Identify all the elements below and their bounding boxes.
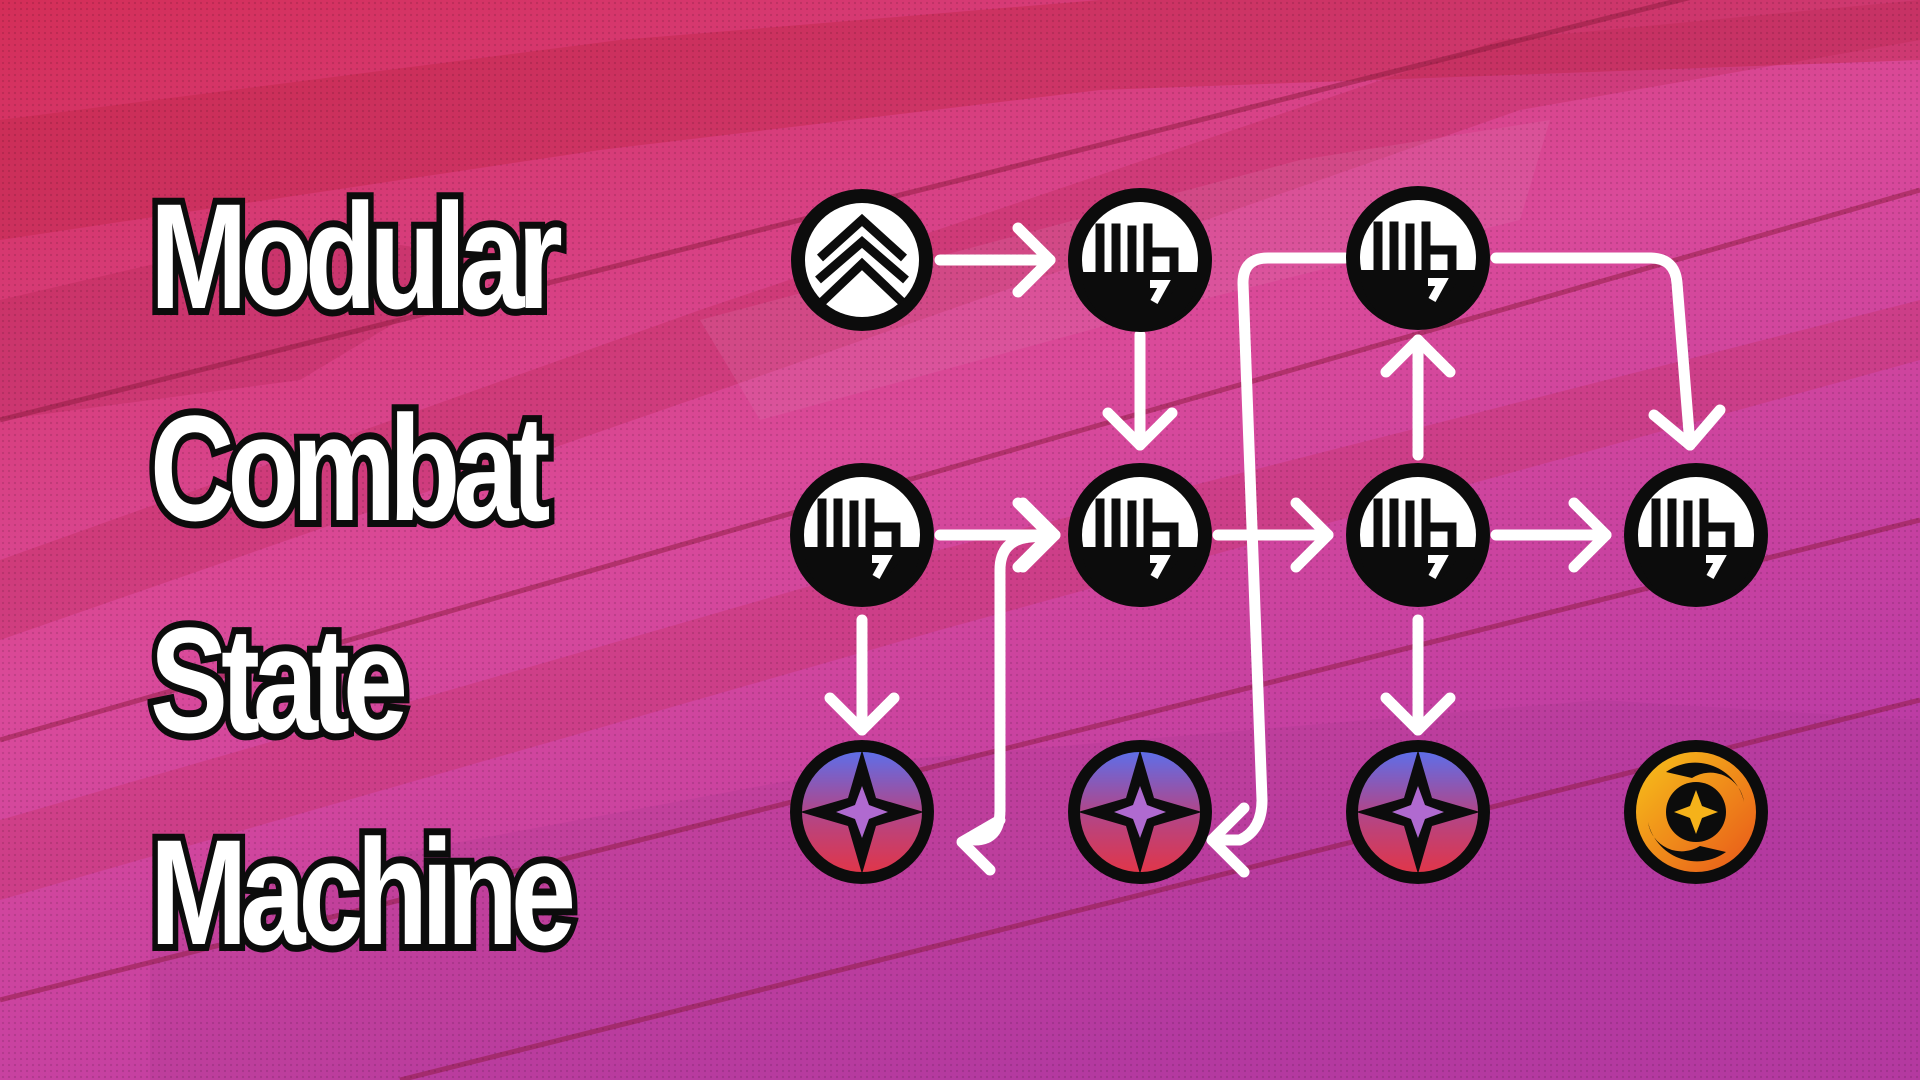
edge-attack-5-to-attack-6 xyxy=(1490,252,1726,451)
title-line-3: State xyxy=(145,589,414,771)
fist-icon xyxy=(1082,223,1198,330)
node-attack-2 xyxy=(790,463,934,607)
shuriken-icon xyxy=(800,750,924,874)
node-attack-4 xyxy=(1346,463,1490,607)
title: Modular Combat State Machine xyxy=(145,150,687,998)
fist-icon xyxy=(1360,498,1476,605)
title-line-2: Combat xyxy=(145,377,556,559)
node-start xyxy=(791,189,933,331)
edge-start-to-attack-1 xyxy=(934,222,1056,298)
fist-icon xyxy=(1082,498,1198,605)
edge-attack-1-to-attack-3 xyxy=(1102,329,1178,451)
edge-attack-4-to-special-3 xyxy=(1380,614,1456,736)
node-special-1 xyxy=(790,740,934,884)
edge-attack-5-to-special-2 xyxy=(1206,252,1351,878)
node-attack-1 xyxy=(1068,188,1212,332)
edge-attack-3-to-attack-4 xyxy=(1212,497,1334,573)
shuriken-icon xyxy=(1356,750,1480,874)
fist-icon xyxy=(804,498,920,605)
node-attack-3 xyxy=(1068,463,1212,607)
fist-icon xyxy=(1360,221,1476,328)
shuriken-icon xyxy=(1078,750,1202,874)
swirl-star-icon xyxy=(1648,762,1744,862)
edge-attack-2-to-special-1 xyxy=(824,614,900,736)
edge-attack-4-to-attack-6 xyxy=(1490,497,1612,573)
chevrons-up-icon xyxy=(815,213,909,306)
node-attack-6 xyxy=(1624,463,1768,607)
node-finisher xyxy=(1624,740,1768,884)
node-special-2 xyxy=(1068,740,1212,884)
transitions xyxy=(824,222,1726,878)
edge-attack-4-to-attack-5 xyxy=(1380,334,1456,461)
title-line-1: Modular xyxy=(145,165,569,347)
edge-special-1-to-attack-3 xyxy=(956,497,1061,876)
title-line-4: Machine xyxy=(145,801,582,983)
node-attack-5 xyxy=(1346,186,1490,330)
node-special-3 xyxy=(1346,740,1490,884)
fist-icon xyxy=(1638,498,1754,605)
